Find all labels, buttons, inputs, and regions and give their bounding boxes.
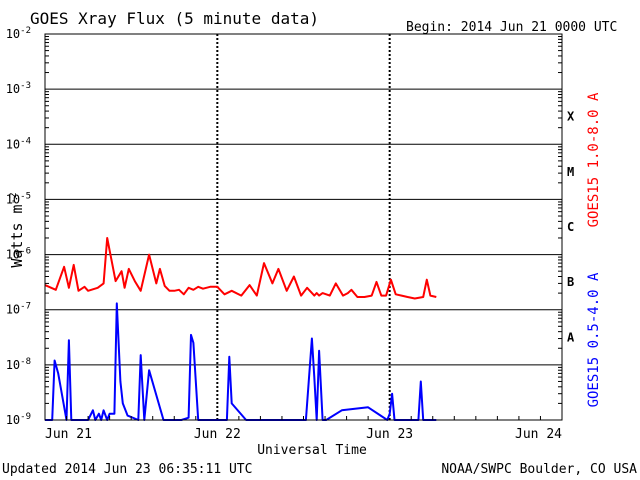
grid-lines	[45, 34, 562, 420]
x-tick-label: Jun 22	[194, 427, 241, 442]
flare-class-a: A	[567, 330, 575, 344]
y-tick-label: 10-8	[6, 357, 31, 372]
flare-class-x: X	[567, 110, 575, 124]
legend-short-channel: GOES15 0.5-4.0 A	[586, 272, 602, 407]
x-tick-label: Jun 21	[45, 427, 92, 442]
y-tick-label: 10-6	[6, 247, 31, 262]
svg-text:Watts m-2: Watts m-2	[8, 192, 26, 267]
y-tick-label: 10-4	[6, 136, 31, 151]
y-tick-label: 10-7	[6, 302, 31, 317]
y-axis-label-exponent: -2	[8, 192, 19, 204]
y-tick-label: 10-2	[6, 26, 31, 41]
chart-title: GOES Xray Flux (5 minute data)	[30, 9, 319, 28]
legend-long-channel: GOES15 1.0-8.0 A	[586, 92, 602, 227]
x-axis-ticks: Jun 21 Jun 22 Jun 23 Jun 24	[45, 416, 562, 442]
y-tick-label: 10-9	[6, 412, 31, 427]
series-lines	[44, 237, 437, 421]
x-tick-label: Jun 23	[366, 427, 413, 442]
y-tick-label: 10-5	[6, 191, 31, 206]
begin-time: Begin: 2014 Jun 21 0000 UTC	[406, 20, 617, 35]
x-tick-label: Jun 24	[515, 427, 562, 442]
flare-class-m: M	[567, 165, 574, 179]
flare-class-labels: X M C B A	[567, 110, 575, 345]
updated-timestamp: Updated 2014 Jun 23 06:35:11 UTC	[2, 462, 252, 477]
flare-class-b: B	[567, 275, 574, 289]
y-tick-label: 10-3	[6, 81, 31, 96]
series-line-long-channel	[44, 237, 437, 300]
y-axis-ticks: 10-9 10-8 10-7 10-6 10-5 10-4 10-3 10-2	[6, 26, 562, 427]
y-axis-label: Watts m	[8, 204, 26, 267]
y-axis-title: Watts m-2	[8, 192, 26, 267]
x-axis-label: Universal Time	[257, 443, 367, 458]
flare-class-c: C	[567, 220, 574, 234]
series-line-short-channel	[45, 302, 437, 421]
credit-text: NOAA/SWPC Boulder, CO USA	[441, 462, 637, 477]
